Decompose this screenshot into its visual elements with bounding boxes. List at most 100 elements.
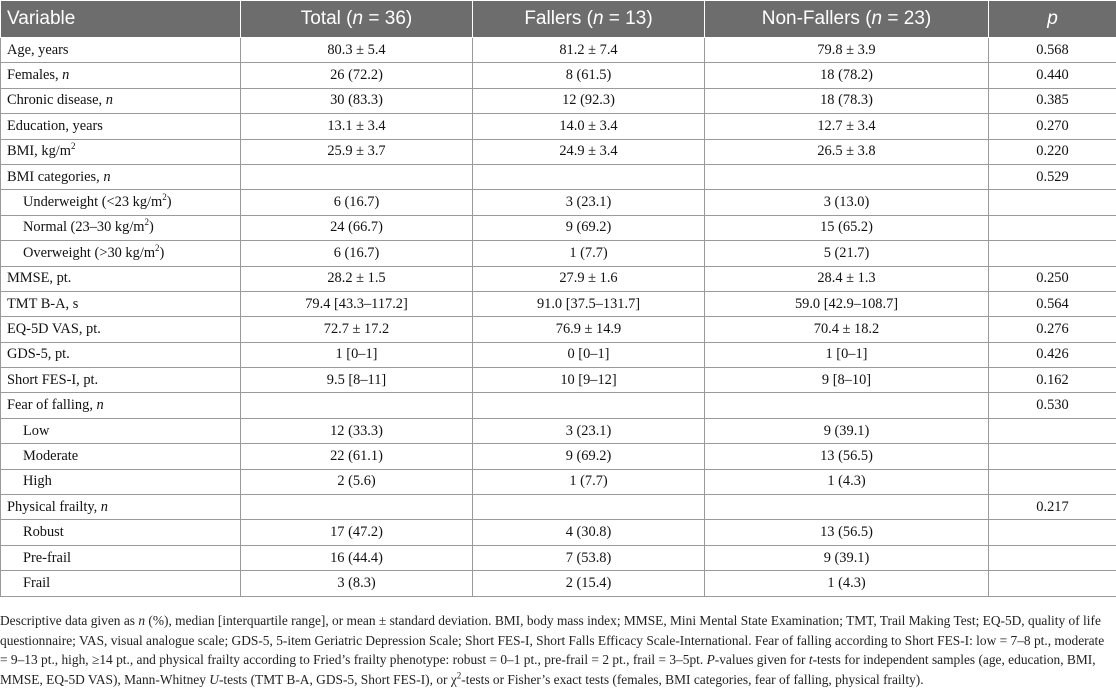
table-row: GDS-5, pt. 1 [0–1] 0 [0–1] 1 [0–1] 0.426 xyxy=(0,341,1116,369)
cell-variable: Overweight (>30 kg/m2) xyxy=(0,240,241,267)
cell-variable: Moderate xyxy=(0,443,241,470)
cell-total: 3 (8.3) xyxy=(240,570,473,597)
descriptive-table: Variable Total (n = 36) Fallers (n = 13)… xyxy=(0,0,1116,597)
cell-total xyxy=(240,163,473,191)
cell-variable: BMI, kg/m2 xyxy=(0,138,241,165)
cell-variable: Females, n xyxy=(0,62,241,89)
cell-p-value: 0.270 xyxy=(988,113,1116,140)
table-row: Short FES-I, pt. 9.5 [8–11] 10 [9–12] 9 [8–… xyxy=(0,367,1116,394)
table-row: Normal (23–30 kg/m2) 24 (66.7) 9 (69.2) 15 … xyxy=(0,214,1116,242)
cell-fallers: 1 (7.7) xyxy=(472,240,705,267)
cell-total: 25.9 ± 3.7 xyxy=(240,138,473,165)
cell-total: 12 (33.3) xyxy=(240,417,473,445)
cell-total: 79.4 [43.3–117.2] xyxy=(240,290,473,318)
cell-nonfallers: 1 (4.3) xyxy=(704,570,989,597)
cell-total: 13.1 ± 3.4 xyxy=(240,113,473,140)
cell-variable: Chronic disease, n xyxy=(0,87,241,115)
cell-fallers: 1 (7.7) xyxy=(472,468,705,496)
cell-p-value: 0.220 xyxy=(988,138,1116,165)
table-row: Females, n 26 (72.2) 8 (61.5) 18 (78.2) 0.44… xyxy=(0,62,1116,89)
cell-nonfallers: 79.8 ± 3.9 xyxy=(704,36,989,64)
cell-p-value xyxy=(988,417,1116,445)
cell-nonfallers: 15 (65.2) xyxy=(704,214,989,242)
table-row: Chronic disease, n 30 (83.3) 12 (92.3) 18 (… xyxy=(0,87,1116,115)
cell-fallers: 12 (92.3) xyxy=(472,87,705,115)
cell-variable: Normal (23–30 kg/m2) xyxy=(0,214,241,242)
cell-total: 2 (5.6) xyxy=(240,468,473,496)
cell-fallers: 81.2 ± 7.4 xyxy=(472,36,705,64)
cell-fallers: 0 [0–1] xyxy=(472,341,705,369)
cell-nonfallers: 59.0 [42.9–108.7] xyxy=(704,290,989,318)
cell-fallers: 3 (23.1) xyxy=(472,189,705,216)
cell-fallers: 24.9 ± 3.4 xyxy=(472,138,705,165)
cell-p-value xyxy=(988,240,1116,267)
cell-fallers xyxy=(472,392,705,419)
cell-total: 9.5 [8–11] xyxy=(240,367,473,394)
cell-p-value xyxy=(988,519,1116,546)
cell-variable: MMSE, pt. xyxy=(0,265,241,292)
cell-fallers: 9 (69.2) xyxy=(472,443,705,470)
cell-variable: GDS-5, pt. xyxy=(0,341,241,369)
table-row: Low 12 (33.3) 3 (23.1) 9 (39.1) xyxy=(0,417,1116,445)
cell-total: 24 (66.7) xyxy=(240,214,473,242)
cell-nonfallers xyxy=(704,163,989,191)
table-body: Age, years 80.3 ± 5.4 81.2 ± 7.4 79.8 ± 3.9… xyxy=(0,36,1116,597)
cell-total xyxy=(240,392,473,419)
cell-total: 17 (47.2) xyxy=(240,519,473,546)
table-footnote: Descriptive data given as n (%), median … xyxy=(0,613,1105,687)
table-row: High 2 (5.6) 1 (7.7) 1 (4.3) xyxy=(0,468,1116,496)
cell-p-value xyxy=(988,189,1116,216)
table-row: Pre-frail 16 (44.4) 7 (53.8) 9 (39.1) xyxy=(0,544,1116,572)
table-row: BMI, kg/m2 25.9 ± 3.7 24.9 ± 3.4 26.5 ± 3.8… xyxy=(0,138,1116,165)
cell-p-value: 0.426 xyxy=(988,341,1116,369)
cell-variable: Education, years xyxy=(0,113,241,140)
header-fallers: Fallers (n = 13) xyxy=(472,0,705,38)
cell-variable: High xyxy=(0,468,241,496)
cell-p-value xyxy=(988,443,1116,470)
cell-fallers: 14.0 ± 3.4 xyxy=(472,113,705,140)
cell-total: 1 [0–1] xyxy=(240,341,473,369)
cell-p-value: 0.440 xyxy=(988,62,1116,89)
header-variable: Variable xyxy=(0,0,241,38)
cell-nonfallers xyxy=(704,392,989,419)
cell-nonfallers: 18 (78.2) xyxy=(704,62,989,89)
cell-nonfallers: 1 [0–1] xyxy=(704,341,989,369)
cell-p-value: 0.276 xyxy=(988,316,1116,343)
cell-variable: Age, years xyxy=(0,36,241,64)
cell-total: 22 (61.1) xyxy=(240,443,473,470)
cell-p-value: 0.162 xyxy=(988,367,1116,394)
cell-fallers: 27.9 ± 1.6 xyxy=(472,265,705,292)
cell-fallers: 4 (30.8) xyxy=(472,519,705,546)
cell-nonfallers: 9 (39.1) xyxy=(704,544,989,572)
table-row: TMT B-A, s 79.4 [43.3–117.2] 91.0 [37.5–13… xyxy=(0,290,1116,318)
cell-fallers xyxy=(472,163,705,191)
header-p: p xyxy=(988,0,1116,38)
cell-nonfallers: 5 (21.7) xyxy=(704,240,989,267)
table-row: Fear of falling, n 0.530 xyxy=(0,392,1116,419)
cell-total: 26 (72.2) xyxy=(240,62,473,89)
cell-total xyxy=(240,494,473,521)
cell-variable: Short FES-I, pt. xyxy=(0,367,241,394)
table-header: Variable Total (n = 36) Fallers (n = 13)… xyxy=(0,0,1116,38)
cell-nonfallers: 13 (56.5) xyxy=(704,519,989,546)
header-nonfallers: Non-Fallers (n = 23) xyxy=(704,0,989,38)
table-row: Education, years 13.1 ± 3.4 14.0 ± 3.4 12.7… xyxy=(0,113,1116,140)
cell-variable: Physical frailty, n xyxy=(0,494,241,521)
cell-variable: Pre-frail xyxy=(0,544,241,572)
cell-p-value: 0.250 xyxy=(988,265,1116,292)
cell-nonfallers: 1 (4.3) xyxy=(704,468,989,496)
cell-variable: Robust xyxy=(0,519,241,546)
cell-fallers: 3 (23.1) xyxy=(472,417,705,445)
cell-total: 28.2 ± 1.5 xyxy=(240,265,473,292)
cell-nonfallers: 28.4 ± 1.3 xyxy=(704,265,989,292)
cell-nonfallers: 26.5 ± 3.8 xyxy=(704,138,989,165)
table-row: Age, years 80.3 ± 5.4 81.2 ± 7.4 79.8 ± 3.9… xyxy=(0,36,1116,64)
cell-fallers: 10 [9–12] xyxy=(472,367,705,394)
cell-nonfallers: 12.7 ± 3.4 xyxy=(704,113,989,140)
cell-p-value: 0.564 xyxy=(988,290,1116,318)
table-row: EQ-5D VAS, pt. 72.7 ± 17.2 76.9 ± 14.9 70.4… xyxy=(0,316,1116,343)
cell-nonfallers: 9 [8–10] xyxy=(704,367,989,394)
table-row: Physical frailty, n 0.217 xyxy=(0,494,1116,521)
table-row: Moderate 22 (61.1) 9 (69.2) 13 (56.5) xyxy=(0,443,1116,470)
cell-variable: Low xyxy=(0,417,241,445)
